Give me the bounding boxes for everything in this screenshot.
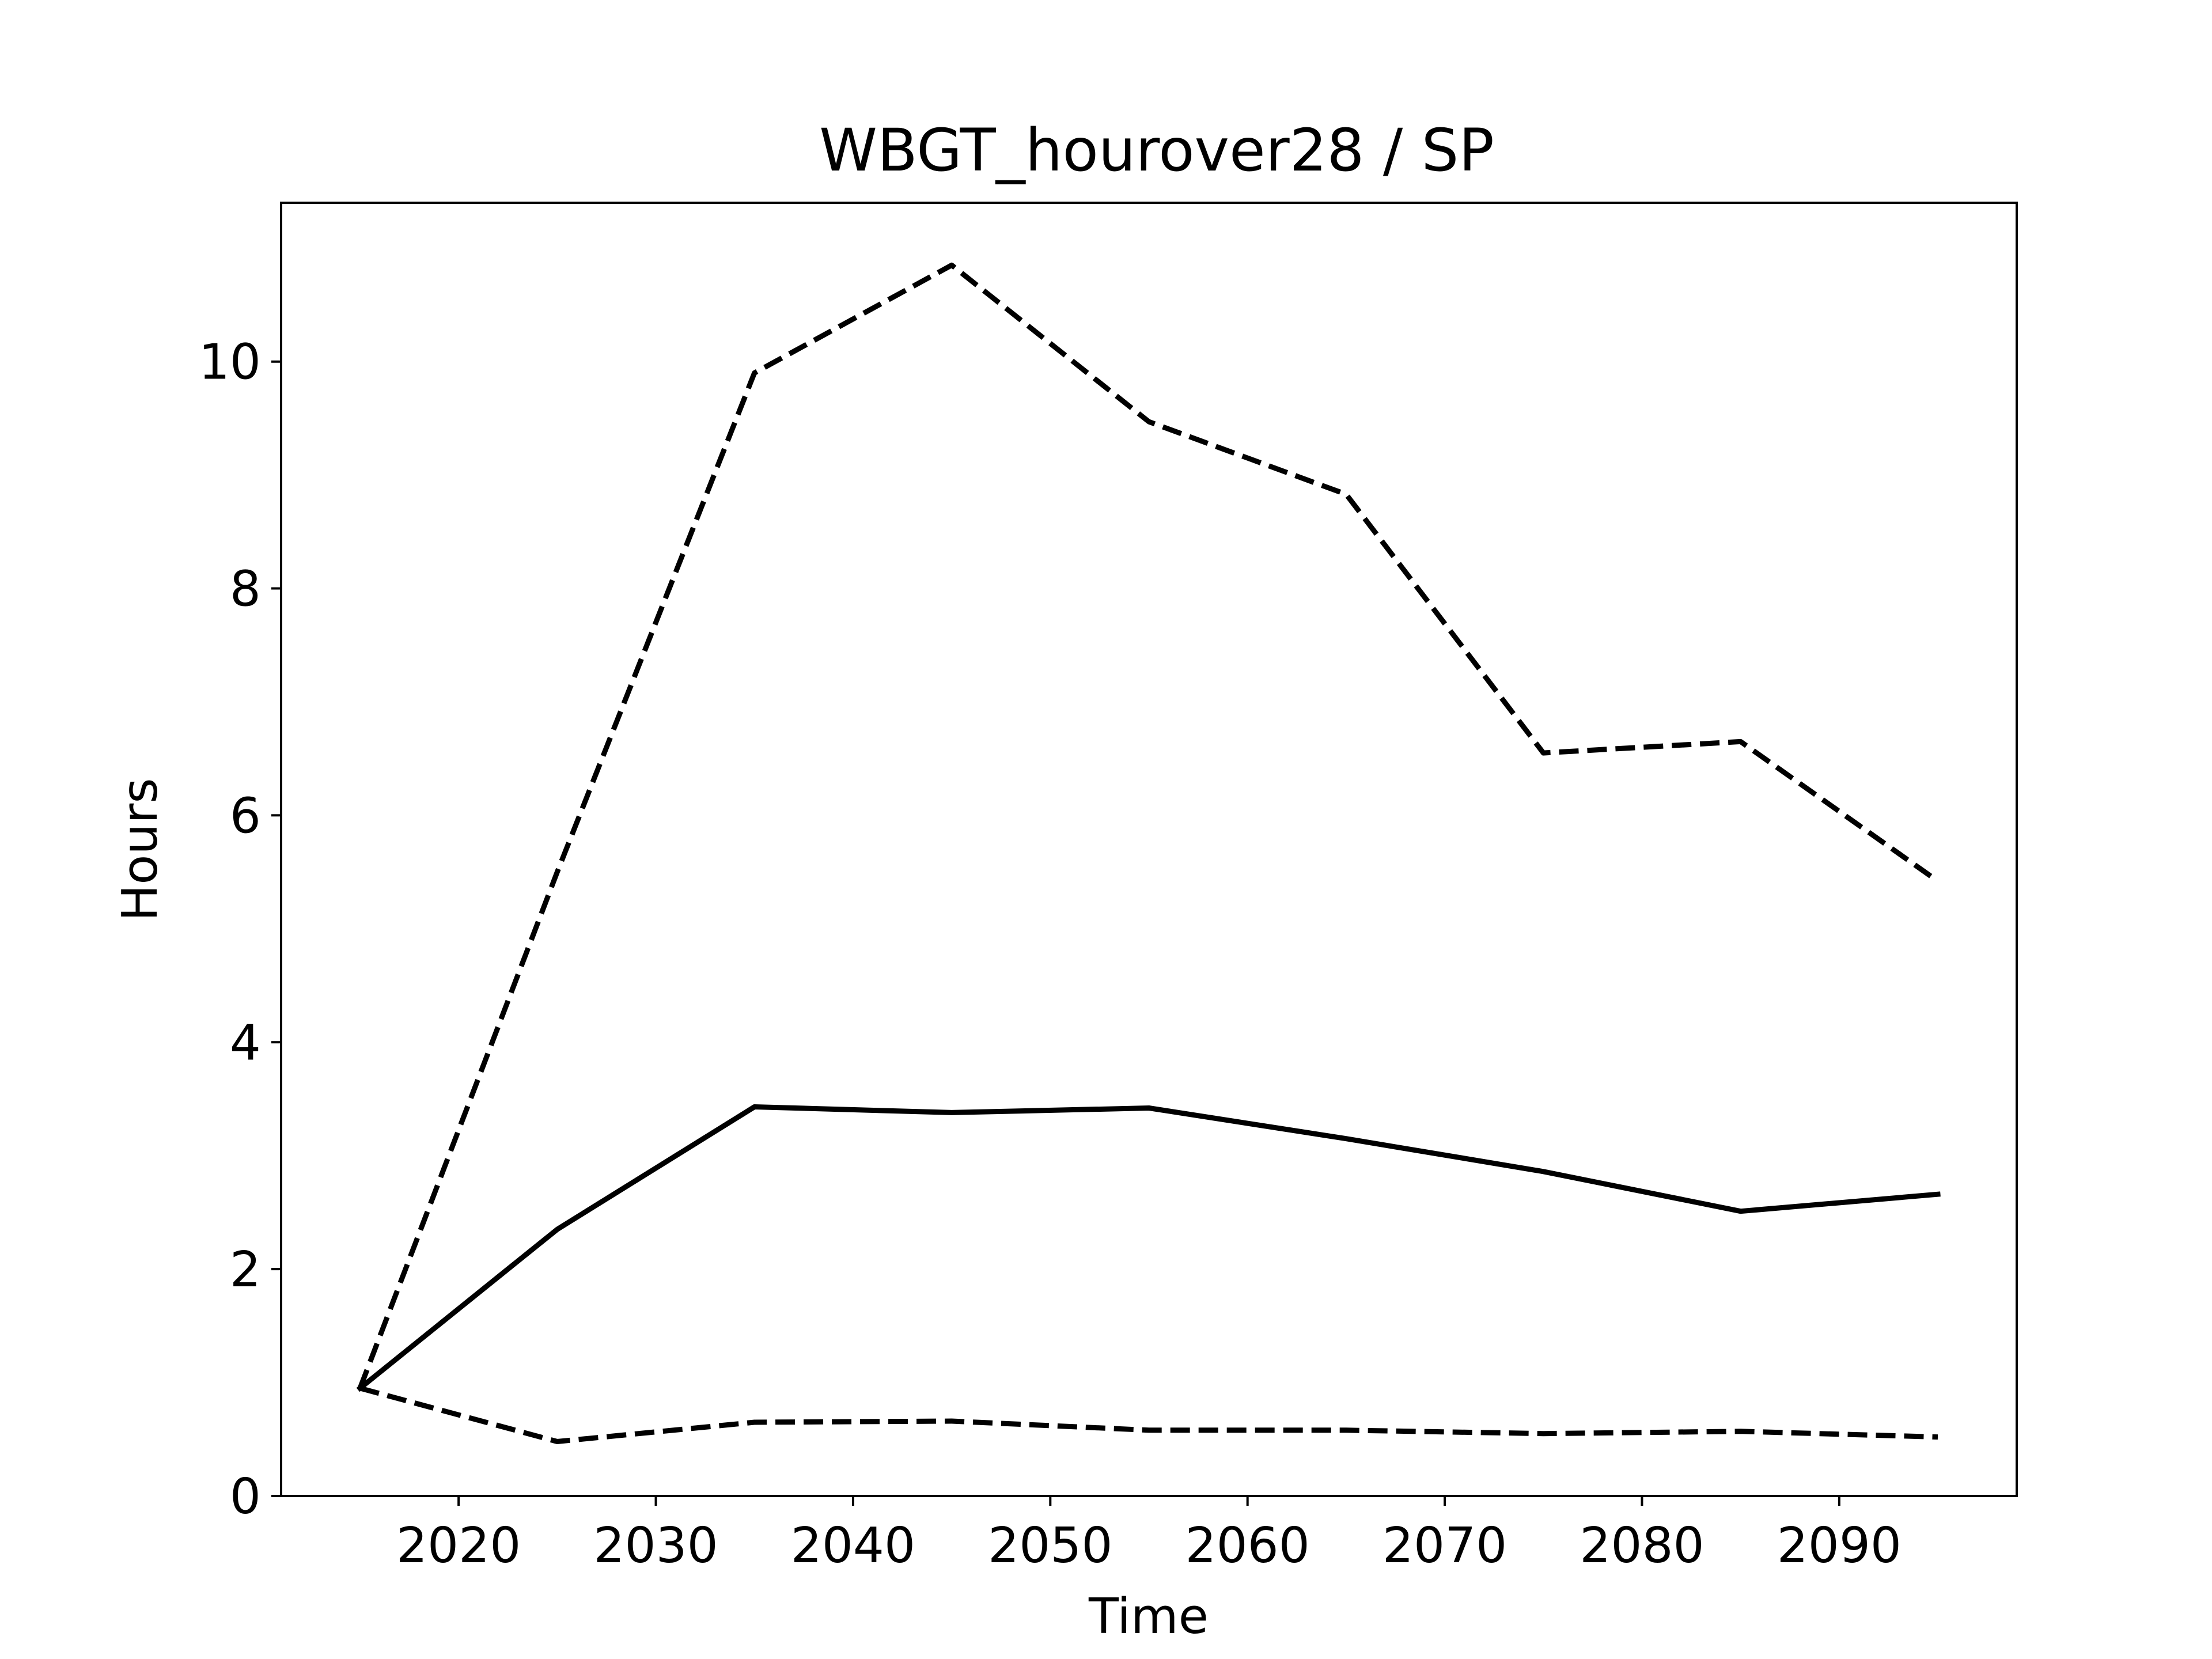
y-tick-label: 8 — [230, 561, 261, 618]
x-tick-label: 2070 — [1382, 1517, 1507, 1574]
plot-marks — [356, 262, 1941, 1444]
y-tick-label: 0 — [230, 1468, 261, 1525]
y-axis-label: Hours — [112, 778, 169, 921]
x-tick-label: 2020 — [396, 1517, 521, 1574]
y-axis-ticks: 0 2 4 6 8 10 — [199, 334, 281, 1525]
y-tick-label: 10 — [199, 334, 261, 391]
x-axis-ticks: 2020 2030 2040 2050 2060 2070 2080 2090 — [396, 1496, 1902, 1574]
x-tick-label: 2040 — [791, 1517, 915, 1574]
x-tick-label: 2060 — [1185, 1517, 1310, 1574]
series-line-3 — [359, 1385, 1938, 1444]
x-axis-label: Time — [1088, 1588, 1209, 1645]
y-tick-label: 4 — [230, 1014, 261, 1071]
x-tick-label: 2080 — [1580, 1517, 1704, 1574]
series-line-2 — [356, 1104, 1941, 1392]
chart-title: WBGT_hourover28 / SP — [819, 116, 1494, 185]
x-tick-label: 2090 — [1777, 1517, 1902, 1574]
series-line-1 — [357, 262, 1940, 1389]
plot-area-frame — [280, 202, 2018, 1497]
x-tick-label: 2030 — [593, 1517, 718, 1574]
y-tick-label: 6 — [230, 787, 261, 844]
x-tick-label: 2050 — [988, 1517, 1112, 1574]
y-tick-label: 2 — [230, 1241, 261, 1298]
